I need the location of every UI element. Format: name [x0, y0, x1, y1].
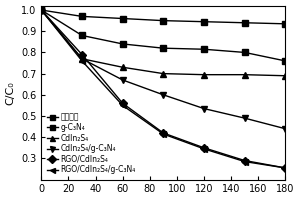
RGO/CdIn₂S₄: [40, 9, 43, 11]
CdIn₂S₄/g-C₃N₄: [121, 79, 124, 81]
Line: RGO/CdIn₂S₄: RGO/CdIn₂S₄: [39, 7, 288, 171]
CdIn₂S₄: [202, 73, 206, 76]
Line: RGO/CdIn₂S₄/g-C₃N₄: RGO/CdIn₂S₄/g-C₃N₄: [39, 7, 288, 171]
无催化剂: [243, 22, 246, 24]
RGO/CdIn₂S₄/g-C₃N₄: [161, 133, 165, 135]
g-C₃N₄: [161, 47, 165, 49]
RGO/CdIn₂S₄: [161, 132, 165, 134]
RGO/CdIn₂S₄: [80, 53, 84, 56]
RGO/CdIn₂S₄/g-C₃N₄: [202, 148, 206, 150]
g-C₃N₄: [243, 51, 246, 54]
RGO/CdIn₂S₄: [284, 167, 287, 169]
无催化剂: [202, 20, 206, 23]
CdIn₂S₄: [243, 73, 246, 76]
无催化剂: [121, 17, 124, 20]
CdIn₂S₄: [80, 58, 84, 60]
CdIn₂S₄: [284, 75, 287, 77]
RGO/CdIn₂S₄/g-C₃N₄: [80, 60, 84, 62]
RGO/CdIn₂S₄/g-C₃N₄: [284, 167, 287, 169]
CdIn₂S₄/g-C₃N₄: [243, 117, 246, 119]
RGO/CdIn₂S₄: [121, 102, 124, 104]
CdIn₂S₄/g-C₃N₄: [284, 128, 287, 130]
无催化剂: [161, 19, 165, 22]
g-C₃N₄: [80, 34, 84, 37]
Line: CdIn₂S₄/g-C₃N₄: CdIn₂S₄/g-C₃N₄: [39, 7, 288, 131]
Line: 无催化剂: 无催化剂: [39, 7, 288, 27]
RGO/CdIn₂S₄/g-C₃N₄: [243, 160, 246, 163]
Line: g-C₃N₄: g-C₃N₄: [39, 7, 288, 64]
g-C₃N₄: [284, 60, 287, 62]
CdIn₂S₄: [121, 66, 124, 68]
Line: CdIn₂S₄: CdIn₂S₄: [39, 7, 288, 79]
CdIn₂S₄/g-C₃N₄: [80, 58, 84, 60]
无催化剂: [40, 9, 43, 11]
RGO/CdIn₂S₄/g-C₃N₄: [40, 9, 43, 11]
g-C₃N₄: [40, 9, 43, 11]
无催化剂: [80, 15, 84, 18]
Y-axis label: C/C₀: C/C₀: [6, 81, 16, 105]
无催化剂: [284, 23, 287, 25]
CdIn₂S₄/g-C₃N₄: [202, 107, 206, 110]
RGO/CdIn₂S₄/g-C₃N₄: [121, 104, 124, 107]
CdIn₂S₄: [161, 72, 165, 75]
CdIn₂S₄/g-C₃N₄: [40, 9, 43, 11]
Legend: 无催化剂, g-C₃N₄, CdIn₂S₄, CdIn₂S₄/g-C₃N₄, RGO/CdIn₂S₄, RGO/CdIn₂S₄/g-C₃N₄: 无催化剂, g-C₃N₄, CdIn₂S₄, CdIn₂S₄/g-C₃N₄, R…: [45, 111, 137, 176]
g-C₃N₄: [202, 48, 206, 50]
RGO/CdIn₂S₄: [202, 147, 206, 149]
CdIn₂S₄: [40, 9, 43, 11]
CdIn₂S₄/g-C₃N₄: [161, 94, 165, 96]
RGO/CdIn₂S₄: [243, 159, 246, 162]
g-C₃N₄: [121, 43, 124, 45]
